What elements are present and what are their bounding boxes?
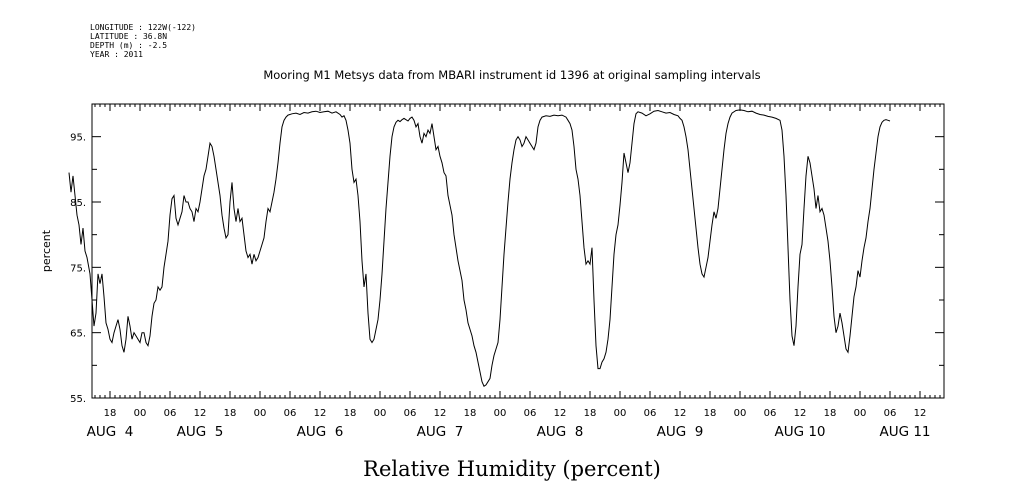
x-hour-label: 12	[674, 408, 687, 419]
x-hour-label: 12	[914, 408, 927, 419]
plot-frame	[91, 103, 945, 399]
x-hour-label: 00	[734, 408, 747, 419]
x-hour-label: 00	[134, 408, 147, 419]
x-hour-label: 00	[614, 408, 627, 419]
x-axis-label: Relative Humidity (percent)	[363, 457, 661, 481]
y-tick-labels: 55. 65. 75. 85. 95.	[70, 133, 86, 405]
x-hour-label: 18	[104, 408, 117, 419]
x-hour-label: 00	[374, 408, 387, 419]
x-hour-label: 06	[764, 408, 777, 419]
x-hour-label: 06	[524, 408, 537, 419]
meta-year: YEAR : 2011	[90, 50, 143, 59]
axis-ticks	[92, 104, 944, 398]
x-hour-label: 12	[194, 408, 207, 419]
x-hour-label: 18	[584, 408, 597, 419]
y-tick-label: 55.	[70, 394, 86, 405]
meta-latitude: LATITUDE : 36.8N	[90, 32, 167, 41]
x-hour-label: 06	[284, 408, 297, 419]
x-day-label: AUG 8	[537, 424, 584, 440]
x-hour-label: 18	[224, 408, 237, 419]
x-hour-label: 18	[344, 408, 357, 419]
x-hour-label: 06	[644, 408, 657, 419]
x-tick-labels: 18 00 06 12 18 00 06 12 18 00 06 12 18 00 06 12 18 00 06 12…	[87, 408, 931, 440]
x-day-label: AUG 7	[417, 424, 464, 440]
x-hour-label: 00	[494, 408, 507, 419]
x-day-label: AUG 5	[177, 424, 224, 440]
x-day-label: AUG 9	[657, 424, 704, 440]
x-day-label: AUG 11	[879, 424, 930, 440]
x-hour-label: 06	[884, 408, 897, 419]
x-hour-label: 12	[434, 408, 447, 419]
x-hour-label: 12	[554, 408, 567, 419]
y-tick-label: 85.	[70, 198, 86, 209]
x-hour-label: 06	[164, 408, 177, 419]
y-axis-label: percent	[40, 229, 53, 272]
chart-title: Mooring M1 Metsys data from MBARI instru…	[263, 68, 760, 82]
x-hour-label: 00	[854, 408, 867, 419]
series-line-relative-humidity	[68, 109, 891, 387]
y-tick-label: 75.	[70, 263, 86, 274]
x-hour-label: 00	[254, 408, 267, 419]
x-hour-label: 12	[794, 408, 807, 419]
y-tick-label: 65.	[70, 329, 86, 340]
x-hour-label: 18	[824, 408, 837, 419]
y-tick-label: 95.	[70, 133, 86, 144]
x-day-label: AUG 6	[297, 424, 344, 440]
x-hour-label: 18	[704, 408, 717, 419]
meta-depth: DEPTH (m) : -2.5	[90, 41, 167, 50]
x-day-label: AUG 10	[774, 424, 825, 440]
meta-longitude: LONGITUDE : 122W(-122)	[90, 23, 196, 32]
x-hour-label: 06	[404, 408, 417, 419]
x-hour-label: 18	[464, 408, 477, 419]
x-day-label: AUG 4	[87, 424, 134, 440]
x-hour-label: 12	[314, 408, 327, 419]
